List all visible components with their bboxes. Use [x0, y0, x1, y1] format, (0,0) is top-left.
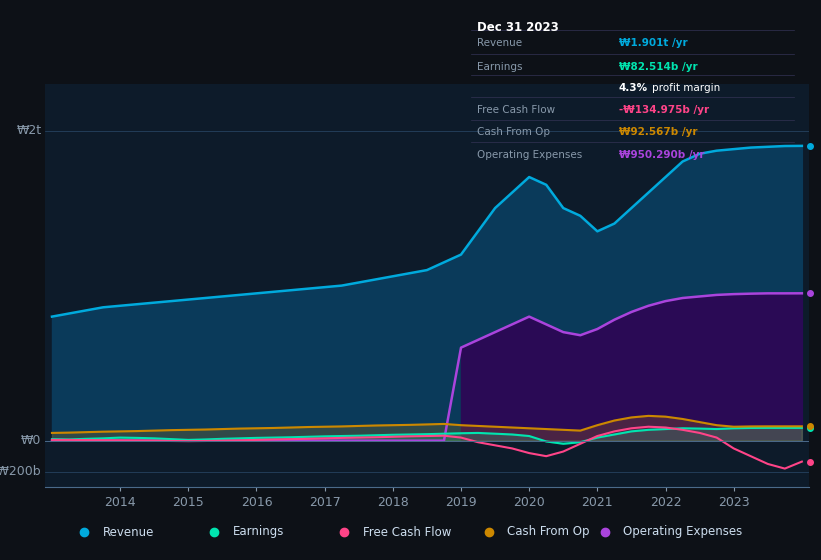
Text: Cash From Op: Cash From Op: [507, 525, 589, 539]
Text: Free Cash Flow: Free Cash Flow: [363, 525, 451, 539]
Text: ₩2t: ₩2t: [16, 124, 41, 137]
Text: ₩82.514b /yr: ₩82.514b /yr: [619, 62, 697, 72]
Text: Operating Expenses: Operating Expenses: [477, 150, 583, 160]
Text: Cash From Op: Cash From Op: [477, 128, 550, 138]
Text: ₩1.901t /yr: ₩1.901t /yr: [619, 38, 687, 48]
Text: Earnings: Earnings: [477, 62, 523, 72]
Text: Dec 31 2023: Dec 31 2023: [477, 21, 559, 34]
Text: ₩950.290b /yr: ₩950.290b /yr: [619, 150, 704, 160]
Text: Revenue: Revenue: [103, 525, 154, 539]
Text: Earnings: Earnings: [232, 525, 284, 539]
Text: 4.3%: 4.3%: [619, 83, 648, 93]
Text: ₩0: ₩0: [21, 434, 41, 447]
Text: -₩134.975b /yr: -₩134.975b /yr: [619, 105, 709, 115]
Text: -₩200b: -₩200b: [0, 465, 41, 478]
Text: profit margin: profit margin: [653, 83, 721, 93]
Text: Revenue: Revenue: [477, 38, 522, 48]
Text: ₩92.567b /yr: ₩92.567b /yr: [619, 128, 697, 138]
Text: Operating Expenses: Operating Expenses: [622, 525, 742, 539]
Text: Free Cash Flow: Free Cash Flow: [477, 105, 556, 115]
